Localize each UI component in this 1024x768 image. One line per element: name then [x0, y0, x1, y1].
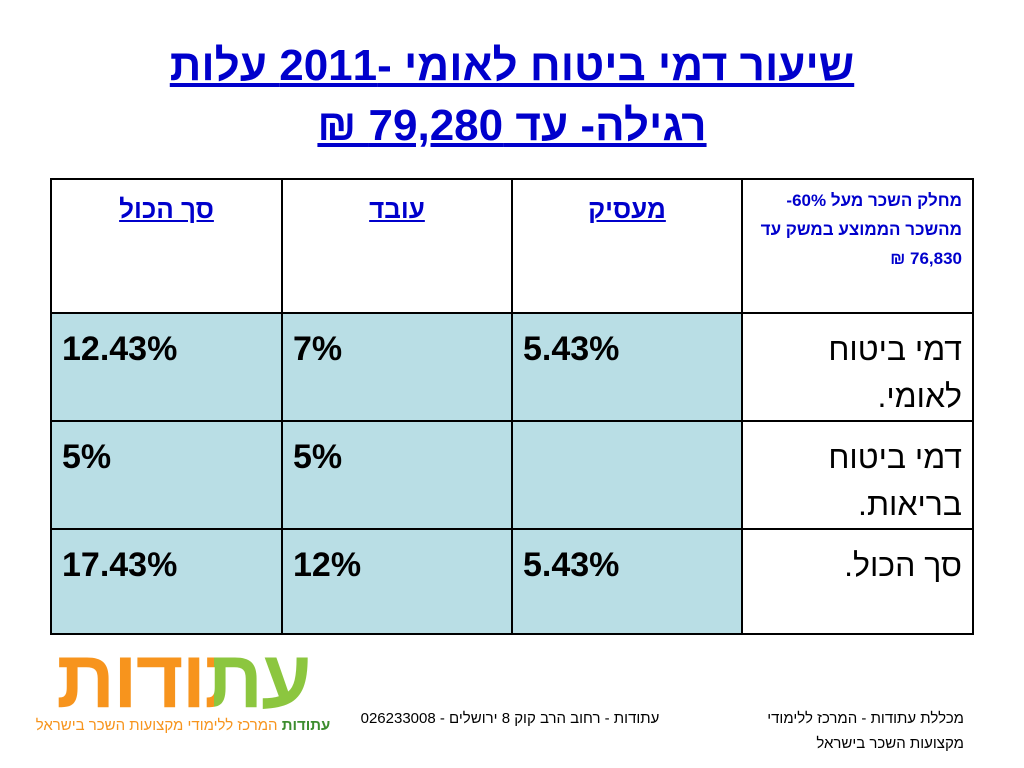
title-line: רגילה- עד 79,280 ₪: [317, 101, 707, 150]
row-label: דמי ביטוח לאומי.: [828, 331, 962, 414]
header-text: מעסיק: [588, 194, 666, 224]
logo-tagline: עתודות המרכז ללימודי מקצועות השכר בישראל: [28, 717, 338, 734]
title: שיעור דמי ביטוח לאומי -2011 עלות רגילה- …: [0, 36, 1024, 156]
cell-value: 5.43%: [523, 546, 620, 584]
row-label: דמי ביטוח בריאות.: [828, 439, 962, 522]
cell-value: 12.43%: [62, 330, 178, 368]
cell-value: 7%: [293, 330, 343, 368]
table-cell: 5.43%: [511, 312, 743, 422]
cell-value: 12%: [293, 546, 362, 584]
table-cell: 7%: [281, 312, 513, 422]
logo-name: עתודות: [28, 635, 338, 725]
header-cell: סך הכול: [50, 178, 283, 314]
table-cell: דמי ביטוח בריאות.: [741, 420, 974, 530]
footer-address: עתודות - רחוב הרב קוק 8 ירושלים - 026233…: [360, 710, 660, 727]
table-cell: 5%: [281, 420, 513, 530]
header-row: מחלק השכר מעל 60%- מהשכר הממוצע במשק עד …: [50, 178, 974, 314]
insurance-table: מחלק השכר מעל 60%- מהשכר הממוצע במשק עד …: [50, 178, 974, 635]
header-text: סך הכול: [119, 194, 214, 224]
table-cell: דמי ביטוח לאומי.: [741, 312, 974, 422]
header-cell: מחלק השכר מעל 60%- מהשכר הממוצע במשק עד …: [741, 178, 974, 314]
cell-value: 5.43%: [523, 330, 620, 368]
table-cell: 5.43%: [511, 528, 743, 635]
table-cell: סך הכול.: [741, 528, 974, 635]
table-cell: [511, 420, 743, 530]
data-row: דמי ביטוח לאומי. 5.43% 7% 12.43%: [50, 312, 974, 422]
header-text: מחלק השכר מעל 60%- מהשכר הממוצע במשק עד …: [760, 191, 962, 268]
footer-college: מכללת עתודות - המרכז ללימודי מקצועות השכ…: [767, 710, 964, 752]
header-cell: מעסיק: [511, 178, 743, 314]
table-cell: 17.43%: [50, 528, 283, 635]
data-row: סך הכול. 5.43% 12% 17.43%: [50, 528, 974, 635]
table-cell: 12%: [281, 528, 513, 635]
title-line: שיעור דמי ביטוח לאומי -2011 עלות: [169, 41, 855, 90]
table-cell: 12.43%: [50, 312, 283, 422]
row-label: סך הכול.: [844, 547, 962, 583]
cell-value: 5%: [293, 438, 343, 476]
logo-brand: עתודות: [281, 717, 331, 734]
cell-value: 17.43%: [62, 546, 178, 584]
header-text: עובד: [369, 194, 425, 224]
cell-value: 5%: [62, 438, 112, 476]
header-cell: עובד: [281, 178, 513, 314]
logo: עתודות עתודות המרכז ללימודי מקצועות השכר…: [28, 635, 338, 740]
data-row: דמי ביטוח בריאות. 5% 5%: [50, 420, 974, 530]
table-cell: 5%: [50, 420, 283, 530]
logo-tagline-text: המרכז ללימודי מקצועות השכר בישראל: [35, 717, 278, 734]
